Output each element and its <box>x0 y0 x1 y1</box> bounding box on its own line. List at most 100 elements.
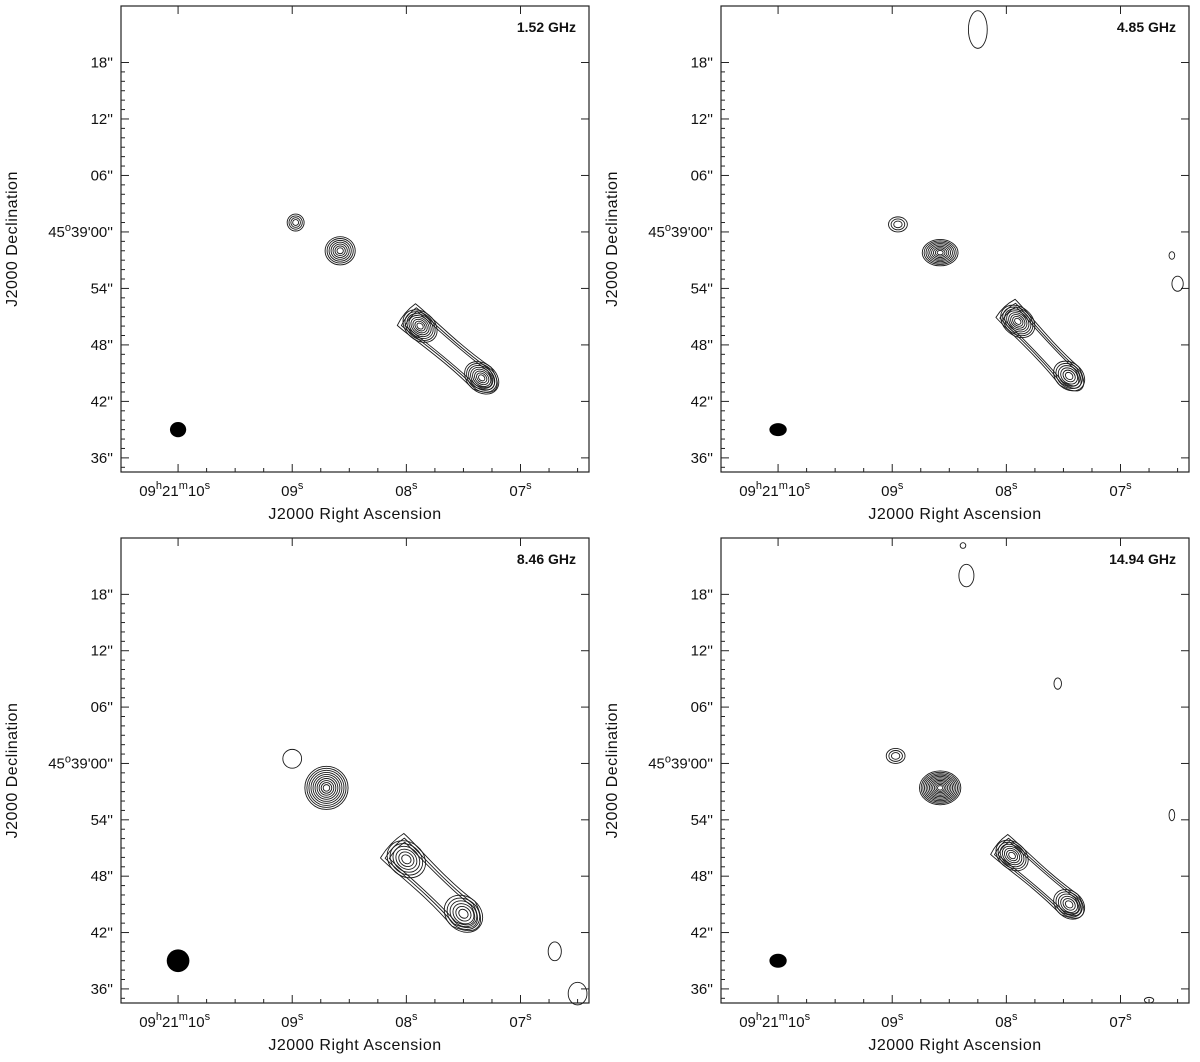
jet-envelope-contour <box>388 841 476 926</box>
ra-label-part: 21 <box>162 1014 179 1031</box>
jet-envelope-contour <box>396 303 498 393</box>
contour-level <box>921 239 959 267</box>
contour-core <box>324 236 356 266</box>
ra-label-part: s <box>526 1011 532 1023</box>
contour-level <box>472 368 492 387</box>
ra-label-part: s <box>805 480 811 492</box>
ra-label-part: 09 <box>139 1014 156 1031</box>
contour-level <box>414 320 426 332</box>
contour-small-knot <box>286 213 305 232</box>
contour-east-noise-b <box>1171 275 1184 292</box>
ra-label-part: 09 <box>739 1014 756 1031</box>
dec-deg: 45 <box>48 755 65 772</box>
contour-level <box>476 372 488 384</box>
ra-label-part: s <box>205 1011 211 1023</box>
contour-level <box>1060 367 1079 385</box>
contour-level <box>446 897 481 930</box>
contour-level <box>401 854 412 865</box>
ra-tick-label: 08s <box>395 1011 418 1031</box>
contour-level <box>923 774 957 802</box>
ra-label-part: 10 <box>188 1014 205 1031</box>
x-axis-label: J2000 Right Ascension <box>868 506 1041 523</box>
contour-level <box>920 771 960 804</box>
ra-tick-label: 08s <box>395 480 418 500</box>
contour-north-noise <box>967 10 988 49</box>
jet-envelope-contour <box>999 302 1082 389</box>
ra-label-part: s <box>1012 1011 1018 1023</box>
dec-tick-label: 06'' <box>91 699 114 716</box>
contour-level <box>466 363 498 393</box>
contour-level <box>888 750 903 762</box>
contour-jet-blob-1 <box>995 839 1029 872</box>
contour-level <box>326 238 354 264</box>
contour-level <box>959 542 967 549</box>
contour-level <box>1064 371 1074 381</box>
contour-level <box>1062 898 1076 911</box>
ra-label-part: 08 <box>995 1014 1012 1031</box>
ra-label-part: m <box>179 480 188 492</box>
y-axis-label: J2000 Declination <box>604 171 621 307</box>
contour-level <box>999 843 1025 868</box>
dec-tick-label: 48'' <box>691 868 714 885</box>
contour-level <box>935 783 945 792</box>
ra-label-part: 09 <box>281 1014 298 1031</box>
ra-label-part: 09 <box>281 483 298 500</box>
dec-tick-label: 48'' <box>691 337 714 354</box>
contour-level <box>923 240 957 265</box>
ra-label-part: s <box>1012 480 1018 492</box>
contour-small-knot <box>885 747 906 764</box>
dec-tick-label: 54'' <box>691 812 714 829</box>
contour-level <box>937 785 944 791</box>
contour-level <box>416 322 424 330</box>
contour-level <box>925 241 955 264</box>
ra-label-part: 10 <box>788 1014 805 1031</box>
contour-level <box>928 778 952 798</box>
ra-tick-label: 07s <box>1109 480 1132 500</box>
contour-level <box>306 767 347 808</box>
ra-label-part: s <box>898 1011 904 1023</box>
dec-tick-label: 12'' <box>91 643 114 660</box>
dec-tick-label: 45o39'00'' <box>48 222 113 241</box>
frequency-label: 4.85 GHz <box>1117 19 1176 35</box>
dec-min-sec: 39'00'' <box>71 755 113 772</box>
ra-tick-label: 08s <box>995 1011 1018 1031</box>
contour-core <box>919 770 962 806</box>
contour-level <box>1010 314 1026 329</box>
dec-tick-label: 48'' <box>91 337 114 354</box>
contour-level <box>1000 304 1036 339</box>
contour-level <box>458 908 469 919</box>
jet-envelope-contour <box>990 833 1085 919</box>
contour-level <box>336 247 344 255</box>
contour-level <box>885 747 906 764</box>
dec-tick-label: 18'' <box>91 586 114 603</box>
contour-level <box>395 848 418 870</box>
contour-level <box>933 782 947 794</box>
contour-level <box>888 216 908 233</box>
contour-level <box>322 784 331 792</box>
contour-level <box>318 780 335 796</box>
ra-label-part: m <box>779 1011 788 1023</box>
dec-tick-label: 45o39'00'' <box>648 222 713 241</box>
x-axis-label: J2000 Right Ascension <box>868 1037 1041 1054</box>
dec-deg: 45 <box>648 755 665 772</box>
dec-tick-label: 18'' <box>691 54 714 71</box>
ra-label-part: 21 <box>162 483 179 500</box>
dec-tick-label: 18'' <box>691 586 714 603</box>
ra-label-part: s <box>1126 1011 1132 1023</box>
contour-level <box>286 213 305 232</box>
jet-envelope-contour <box>404 310 493 388</box>
contour-level <box>931 245 950 260</box>
jet-envelope-contour <box>995 298 1085 392</box>
contour-level <box>332 243 348 258</box>
contour-level <box>547 941 562 962</box>
contour-level <box>1012 316 1024 327</box>
dec-tick-label: 54'' <box>91 812 114 829</box>
plot-frame <box>120 5 590 473</box>
ra-label-part: s <box>898 480 904 492</box>
contour-level <box>1057 893 1081 916</box>
ra-label-part: 07 <box>1109 483 1126 500</box>
dec-tick-label: 45o39'00'' <box>648 753 713 772</box>
contour-level <box>927 777 954 799</box>
x-axis-label: J2000 Right Ascension <box>268 506 441 523</box>
ra-label-part: h <box>756 480 762 492</box>
